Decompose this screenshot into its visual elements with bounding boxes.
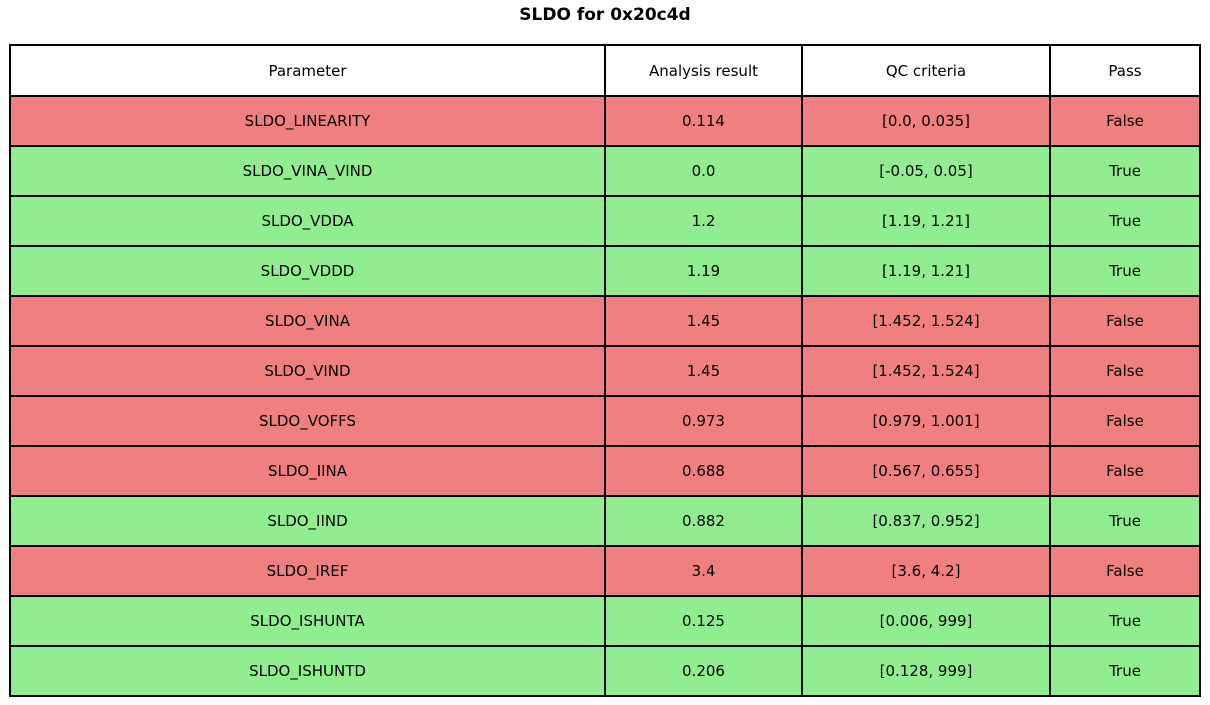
parameter-cell: SLDO_IINA (9, 445, 606, 497)
qc-criteria-cell: [0.979, 1.001] (801, 395, 1051, 447)
pass-cell: True (1049, 595, 1201, 647)
analysis-result-cell: 0.206 (604, 645, 803, 697)
parameter-cell: SLDO_VIND (9, 345, 606, 397)
qc-criteria-cell: [-0.05, 0.05] (801, 145, 1051, 197)
column-header-pass: Pass (1049, 44, 1201, 97)
analysis-result-cell: 1.45 (604, 295, 803, 347)
pass-cell: True (1049, 195, 1201, 247)
parameter-cell: SLDO_IREF (9, 545, 606, 597)
qc-criteria-cell: [0.0, 0.035] (801, 95, 1051, 147)
table-row: SLDO_VDDD 1.19 [1.19, 1.21] True (9, 245, 1201, 297)
table-row: SLDO_VOFFS 0.973 [0.979, 1.001] False (9, 395, 1201, 447)
qc-criteria-cell: [0.128, 999] (801, 645, 1051, 697)
table-row: SLDO_ISHUNTD 0.206 [0.128, 999] True (9, 645, 1201, 697)
table-body: SLDO_LINEARITY 0.114 [0.0, 0.035] False … (9, 95, 1201, 697)
qc-criteria-cell: [3.6, 4.2] (801, 545, 1051, 597)
qc-criteria-cell: [0.837, 0.952] (801, 495, 1051, 547)
qc-criteria-cell: [1.19, 1.21] (801, 245, 1051, 297)
qc-criteria-cell: [0.567, 0.655] (801, 445, 1051, 497)
page-title: SLDO for 0x20c4d (519, 5, 691, 25)
table-row: SLDO_IIND 0.882 [0.837, 0.952] True (9, 495, 1201, 547)
parameter-cell: SLDO_VDDD (9, 245, 606, 297)
analysis-result-cell: 3.4 (604, 545, 803, 597)
pass-cell: True (1049, 145, 1201, 197)
analysis-result-cell: 1.45 (604, 345, 803, 397)
parameter-cell: SLDO_IIND (9, 495, 606, 547)
parameter-cell: SLDO_LINEARITY (9, 95, 606, 147)
parameter-cell: SLDO_VOFFS (9, 395, 606, 447)
analysis-result-cell: 0.882 (604, 495, 803, 547)
qc-criteria-cell: [0.006, 999] (801, 595, 1051, 647)
analysis-result-cell: 0.688 (604, 445, 803, 497)
table-row: SLDO_IREF 3.4 [3.6, 4.2] False (9, 545, 1201, 597)
pass-cell: True (1049, 245, 1201, 297)
analysis-result-cell: 0.0 (604, 145, 803, 197)
parameter-cell: SLDO_VINA_VIND (9, 145, 606, 197)
analysis-result-cell: 1.2 (604, 195, 803, 247)
parameter-cell: SLDO_ISHUNTA (9, 595, 606, 647)
table-row: SLDO_LINEARITY 0.114 [0.0, 0.035] False (9, 95, 1201, 147)
analysis-result-cell: 1.19 (604, 245, 803, 297)
column-header-analysis-result: Analysis result (604, 44, 803, 97)
pass-cell: False (1049, 545, 1201, 597)
pass-cell: False (1049, 95, 1201, 147)
analysis-result-cell: 0.114 (604, 95, 803, 147)
parameter-cell: SLDO_VDDA (9, 195, 606, 247)
pass-cell: False (1049, 445, 1201, 497)
parameter-cell: SLDO_VINA (9, 295, 606, 347)
table-row: SLDO_VINA_VIND 0.0 [-0.05, 0.05] True (9, 145, 1201, 197)
qc-criteria-cell: [1.19, 1.21] (801, 195, 1051, 247)
table-row: SLDO_IINA 0.688 [0.567, 0.655] False (9, 445, 1201, 497)
qc-criteria-cell: [1.452, 1.524] (801, 295, 1051, 347)
parameter-cell: SLDO_ISHUNTD (9, 645, 606, 697)
pass-cell: False (1049, 345, 1201, 397)
qc-table: Parameter Analysis result QC criteria Pa… (9, 44, 1201, 697)
pass-cell: False (1049, 295, 1201, 347)
table-row: SLDO_VINA 1.45 [1.452, 1.524] False (9, 295, 1201, 347)
column-header-qc-criteria: QC criteria (801, 44, 1051, 97)
analysis-result-cell: 0.973 (604, 395, 803, 447)
qc-criteria-cell: [1.452, 1.524] (801, 345, 1051, 397)
table-row: SLDO_ISHUNTA 0.125 [0.006, 999] True (9, 595, 1201, 647)
column-header-parameter: Parameter (9, 44, 606, 97)
pass-cell: True (1049, 645, 1201, 697)
table-row: SLDO_VIND 1.45 [1.452, 1.524] False (9, 345, 1201, 397)
analysis-result-cell: 0.125 (604, 595, 803, 647)
header-row: Parameter Analysis result QC criteria Pa… (9, 44, 1201, 97)
table-row: SLDO_VDDA 1.2 [1.19, 1.21] True (9, 195, 1201, 247)
pass-cell: True (1049, 495, 1201, 547)
pass-cell: False (1049, 395, 1201, 447)
